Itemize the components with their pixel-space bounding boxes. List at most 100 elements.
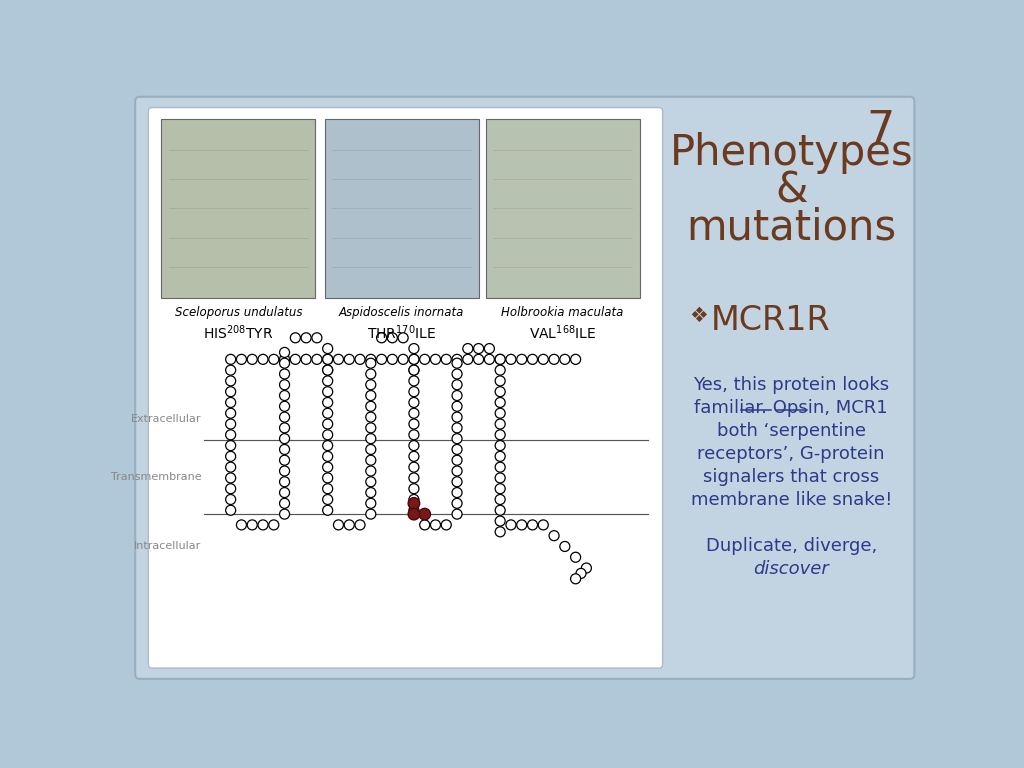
Circle shape xyxy=(301,333,311,343)
Circle shape xyxy=(420,520,430,530)
Circle shape xyxy=(280,498,290,508)
Circle shape xyxy=(366,354,376,364)
Text: signalers that cross: signalers that cross xyxy=(703,468,880,486)
Circle shape xyxy=(366,369,376,379)
Circle shape xyxy=(366,358,376,368)
Circle shape xyxy=(430,520,440,530)
Circle shape xyxy=(366,445,376,455)
Circle shape xyxy=(409,354,419,364)
Circle shape xyxy=(473,343,483,353)
Circle shape xyxy=(496,473,505,483)
Circle shape xyxy=(441,354,452,364)
Circle shape xyxy=(366,379,376,390)
Circle shape xyxy=(409,419,419,429)
Circle shape xyxy=(506,520,516,530)
Circle shape xyxy=(366,498,376,508)
Circle shape xyxy=(258,354,268,364)
Circle shape xyxy=(452,391,462,401)
Circle shape xyxy=(323,365,333,375)
Text: mutations: mutations xyxy=(686,206,896,248)
Circle shape xyxy=(409,452,419,462)
Circle shape xyxy=(323,430,333,440)
Circle shape xyxy=(496,527,505,537)
Circle shape xyxy=(225,386,236,397)
Text: MCR1R: MCR1R xyxy=(711,304,830,337)
Text: Duplicate, diverge,: Duplicate, diverge, xyxy=(706,538,877,555)
Circle shape xyxy=(280,379,290,390)
Circle shape xyxy=(452,354,462,364)
Text: receptors’, G-protein: receptors’, G-protein xyxy=(697,445,885,463)
Circle shape xyxy=(323,376,333,386)
Circle shape xyxy=(463,343,473,353)
Circle shape xyxy=(496,484,505,494)
Circle shape xyxy=(334,354,343,364)
Circle shape xyxy=(496,376,505,386)
Circle shape xyxy=(323,398,333,408)
Circle shape xyxy=(225,452,236,462)
Circle shape xyxy=(291,333,300,343)
Circle shape xyxy=(549,354,559,364)
Circle shape xyxy=(280,391,290,401)
Text: Aspidoscelis inornata: Aspidoscelis inornata xyxy=(339,306,464,319)
Circle shape xyxy=(452,445,462,455)
FancyBboxPatch shape xyxy=(162,119,315,298)
Circle shape xyxy=(539,520,548,530)
Circle shape xyxy=(452,466,462,476)
Circle shape xyxy=(323,386,333,397)
Text: Sceloporus undulatus: Sceloporus undulatus xyxy=(175,306,302,319)
Circle shape xyxy=(323,343,333,353)
Circle shape xyxy=(441,520,452,530)
Circle shape xyxy=(280,358,290,368)
Circle shape xyxy=(301,354,311,364)
Text: Yes, this protein looks: Yes, this protein looks xyxy=(693,376,889,393)
Circle shape xyxy=(539,354,548,364)
Circle shape xyxy=(496,452,505,462)
Circle shape xyxy=(280,402,290,412)
Circle shape xyxy=(420,354,430,364)
Circle shape xyxy=(452,509,462,519)
Circle shape xyxy=(280,488,290,498)
Circle shape xyxy=(355,520,365,530)
Text: membrane like snake!: membrane like snake! xyxy=(690,491,892,509)
Circle shape xyxy=(312,354,322,364)
Text: Intracellular: Intracellular xyxy=(134,541,202,551)
Circle shape xyxy=(237,354,247,364)
Circle shape xyxy=(366,455,376,465)
Circle shape xyxy=(225,473,236,483)
Circle shape xyxy=(409,343,419,353)
Circle shape xyxy=(291,354,300,364)
Circle shape xyxy=(496,430,505,440)
Circle shape xyxy=(280,434,290,444)
Circle shape xyxy=(225,495,236,505)
Circle shape xyxy=(452,379,462,390)
Circle shape xyxy=(225,409,236,419)
Circle shape xyxy=(225,430,236,440)
Circle shape xyxy=(280,423,290,433)
Circle shape xyxy=(409,376,419,386)
Circle shape xyxy=(280,477,290,487)
Circle shape xyxy=(496,409,505,419)
Circle shape xyxy=(280,466,290,476)
FancyBboxPatch shape xyxy=(148,108,663,668)
Circle shape xyxy=(323,484,333,494)
Circle shape xyxy=(570,574,581,584)
Circle shape xyxy=(366,423,376,433)
Circle shape xyxy=(280,347,290,357)
Circle shape xyxy=(377,354,387,364)
Text: Extracellular: Extracellular xyxy=(131,415,202,425)
Circle shape xyxy=(484,354,495,364)
Circle shape xyxy=(527,520,538,530)
Text: 7: 7 xyxy=(866,109,894,152)
Text: Transmembrane: Transmembrane xyxy=(111,472,202,482)
Circle shape xyxy=(570,552,581,562)
Circle shape xyxy=(355,354,365,364)
Text: $\mathregular{HIS}$$^{208}$$\mathregular{TYR}$: $\mathregular{HIS}$$^{208}$$\mathregular… xyxy=(203,323,273,342)
Circle shape xyxy=(323,452,333,462)
Circle shape xyxy=(387,333,397,343)
Circle shape xyxy=(409,495,419,505)
Circle shape xyxy=(258,520,268,530)
Circle shape xyxy=(323,473,333,483)
Circle shape xyxy=(225,419,236,429)
Text: both ‘serpentine: both ‘serpentine xyxy=(717,422,865,440)
Circle shape xyxy=(377,333,387,343)
